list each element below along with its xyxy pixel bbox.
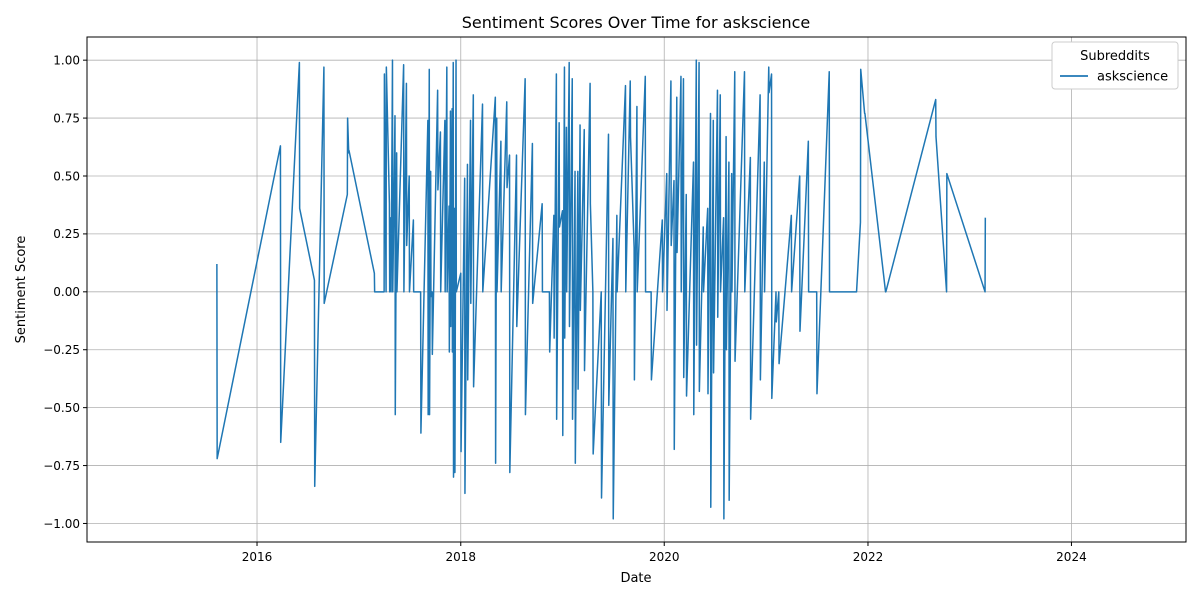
y-tick-label: 1.00: [53, 53, 80, 67]
y-axis-title: Sentiment Score: [14, 236, 29, 344]
x-axis-ticks: 2016 2018 2020 2022 2024: [242, 542, 1087, 564]
x-tick-label: 2024: [1056, 550, 1087, 564]
y-tick-label: −0.25: [43, 343, 80, 357]
x-tick-label: 2018: [445, 550, 476, 564]
y-tick-label: −0.75: [43, 459, 80, 473]
x-tick-label: 2022: [853, 550, 884, 564]
legend-box: [1051, 41, 1179, 90]
series-layer: [216, 59, 987, 520]
legend-title: Subreddits: [1080, 49, 1150, 64]
y-tick-label: −1.00: [43, 517, 80, 531]
y-axis-ticks: −1.00 −0.75 −0.50 −0.25 0.00 0.25 0.50 0.75 1.00: [43, 53, 87, 531]
y-tick-label: 0.25: [53, 227, 80, 241]
plot-frame: [86, 36, 1187, 543]
legend: Subreddits askscience: [1051, 41, 1179, 90]
x-axis-title: Date: [620, 571, 651, 586]
chart-title: Sentiment Scores Over Time for askscienc…: [462, 13, 811, 32]
y-tick-label: 0.75: [53, 111, 80, 125]
y-tick-label: 0.50: [53, 169, 80, 183]
x-tick-label: 2020: [649, 550, 680, 564]
y-tick-label: 0.00: [53, 285, 80, 299]
y-tick-label: −0.50: [43, 401, 80, 415]
legend-label-askscience: askscience: [1097, 70, 1168, 85]
x-tick-label: 2016: [242, 550, 273, 564]
series-line-askscience: [216, 59, 987, 520]
